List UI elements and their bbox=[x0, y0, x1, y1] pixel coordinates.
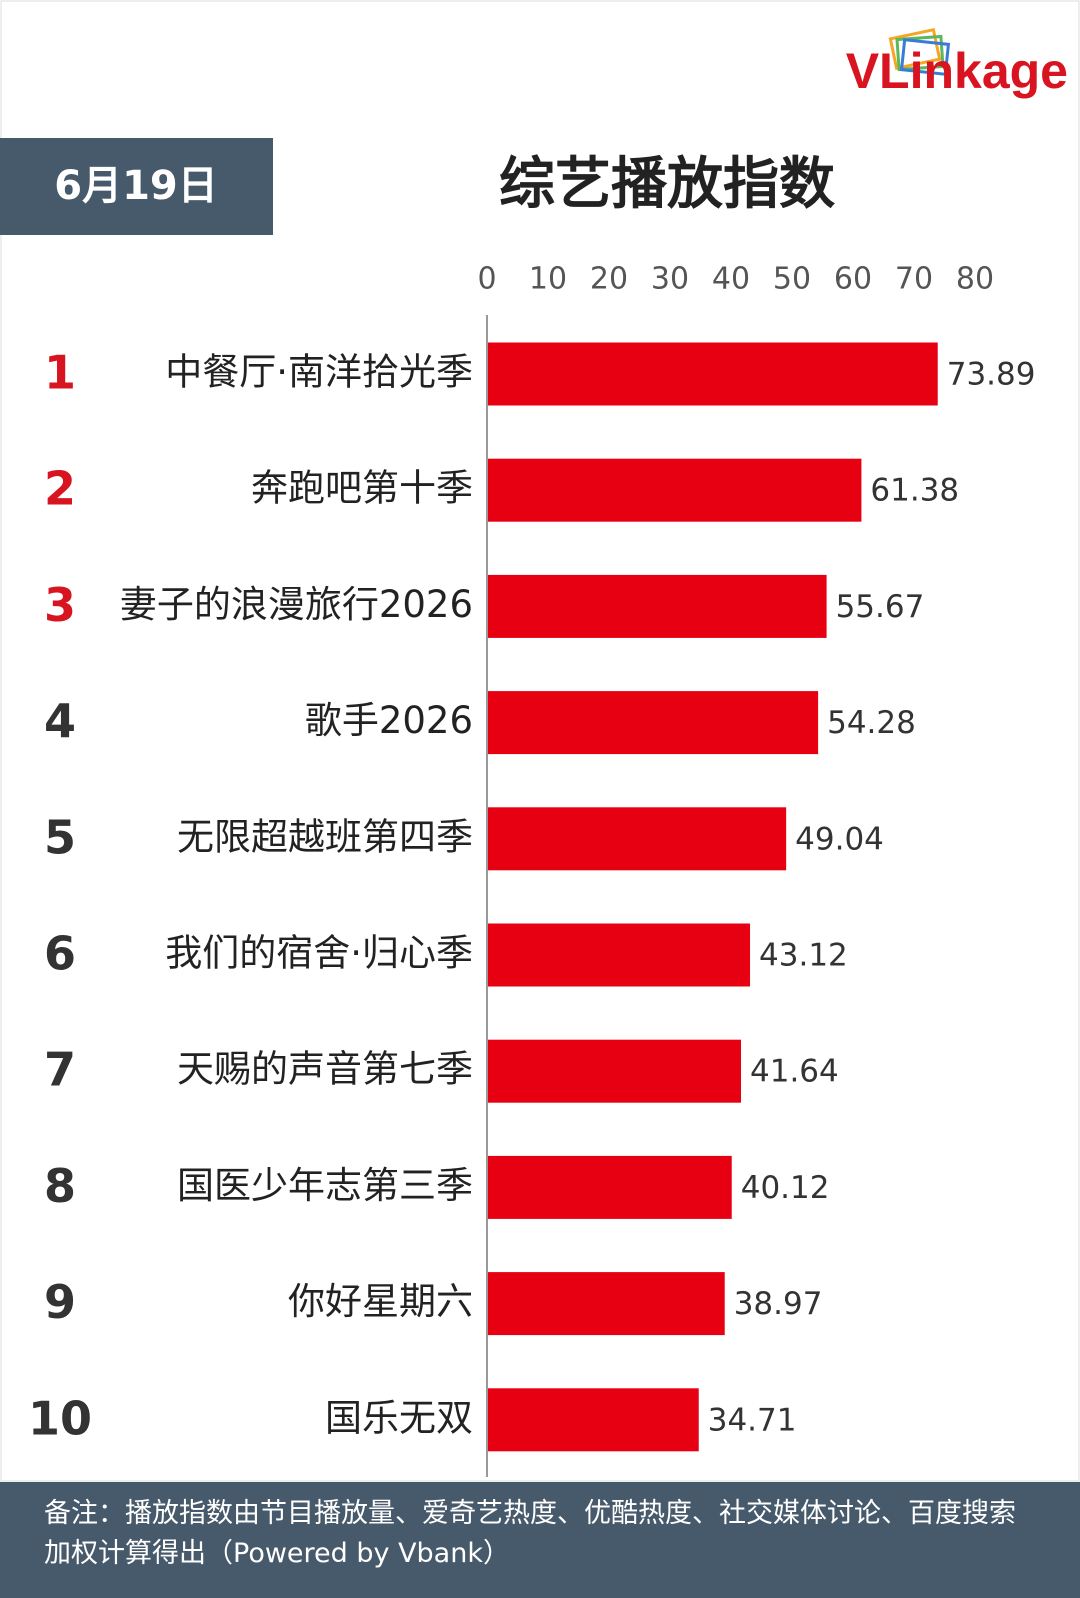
category-label: 无限超越班第四季 bbox=[177, 815, 473, 858]
date-box bbox=[0, 138, 273, 235]
chart: VLinkage 6月19日 综艺播放指数 0 10 20 30 40 50 60 70 80 1… bbox=[0, 0, 1080, 1482]
value-label: 49.04 bbox=[795, 821, 884, 857]
rank: 10 bbox=[28, 1391, 92, 1445]
logo-icon bbox=[888, 27, 951, 76]
x-tick-label: 10 bbox=[529, 262, 567, 297]
rank: 2 bbox=[44, 462, 76, 516]
category-label: 奔跑吧第十季 bbox=[251, 467, 473, 510]
bar bbox=[488, 1155, 732, 1219]
category-label: 国医少年志第三季 bbox=[177, 1164, 473, 1207]
footnote: 备注：播放指数由节目播放量、爱奇艺热度、优酷热度、社交媒体讨论、百度搜索加权计算… bbox=[0, 1482, 1080, 1598]
x-tick-label: 50 bbox=[773, 262, 811, 297]
category-label: 中餐厅·南洋拾光季 bbox=[165, 351, 473, 394]
bar bbox=[488, 691, 819, 755]
value-label: 73.89 bbox=[947, 357, 1036, 393]
chart-title: 综艺播放指数 bbox=[499, 152, 835, 217]
bar bbox=[488, 342, 938, 406]
bar bbox=[488, 574, 827, 638]
value-label: 43.12 bbox=[759, 938, 848, 974]
rank: 1 bbox=[44, 346, 76, 400]
value-label: 38.97 bbox=[734, 1286, 823, 1322]
frame bbox=[0, 0, 1080, 1482]
date: 6月19日 bbox=[54, 163, 218, 209]
value-label: 61.38 bbox=[870, 473, 959, 509]
rank: 8 bbox=[44, 1159, 76, 1213]
x-tick-label: 40 bbox=[712, 262, 750, 297]
category-label: 你好星期六 bbox=[288, 1280, 473, 1323]
x-tick-label: 30 bbox=[651, 262, 689, 297]
rank: 6 bbox=[44, 927, 76, 981]
bar bbox=[488, 1272, 725, 1336]
category-label: 歌手2026 bbox=[305, 699, 473, 742]
x-tick-label: 0 bbox=[477, 262, 496, 297]
bar bbox=[488, 923, 751, 987]
rank: 5 bbox=[44, 810, 76, 864]
bar bbox=[488, 1388, 699, 1452]
bar bbox=[488, 1039, 742, 1103]
value-label: 55.67 bbox=[836, 589, 925, 625]
rank: 3 bbox=[44, 578, 76, 632]
rank: 7 bbox=[44, 1043, 76, 1097]
x-tick-label: 20 bbox=[590, 262, 628, 297]
category-label: 我们的宿舍·归心季 bbox=[165, 932, 473, 975]
value-label: 34.71 bbox=[708, 1402, 797, 1438]
rank: 4 bbox=[44, 694, 76, 748]
bar bbox=[488, 807, 787, 871]
x-tick-label: 60 bbox=[834, 262, 872, 297]
value-label: 40.12 bbox=[741, 1170, 830, 1206]
value-label: 41.64 bbox=[750, 1054, 839, 1090]
category-label: 国乐无双 bbox=[325, 1396, 473, 1439]
category-label: 妻子的浪漫旅行2026 bbox=[120, 583, 473, 626]
category-label: 天赐的声音第七季 bbox=[177, 1048, 473, 1091]
value-label: 54.28 bbox=[827, 705, 916, 741]
x-tick-label: 70 bbox=[895, 262, 933, 297]
rank: 9 bbox=[44, 1275, 76, 1329]
bar bbox=[488, 458, 862, 522]
x-tick-label: 80 bbox=[956, 262, 994, 297]
logo: VLinkage bbox=[846, 43, 1068, 99]
